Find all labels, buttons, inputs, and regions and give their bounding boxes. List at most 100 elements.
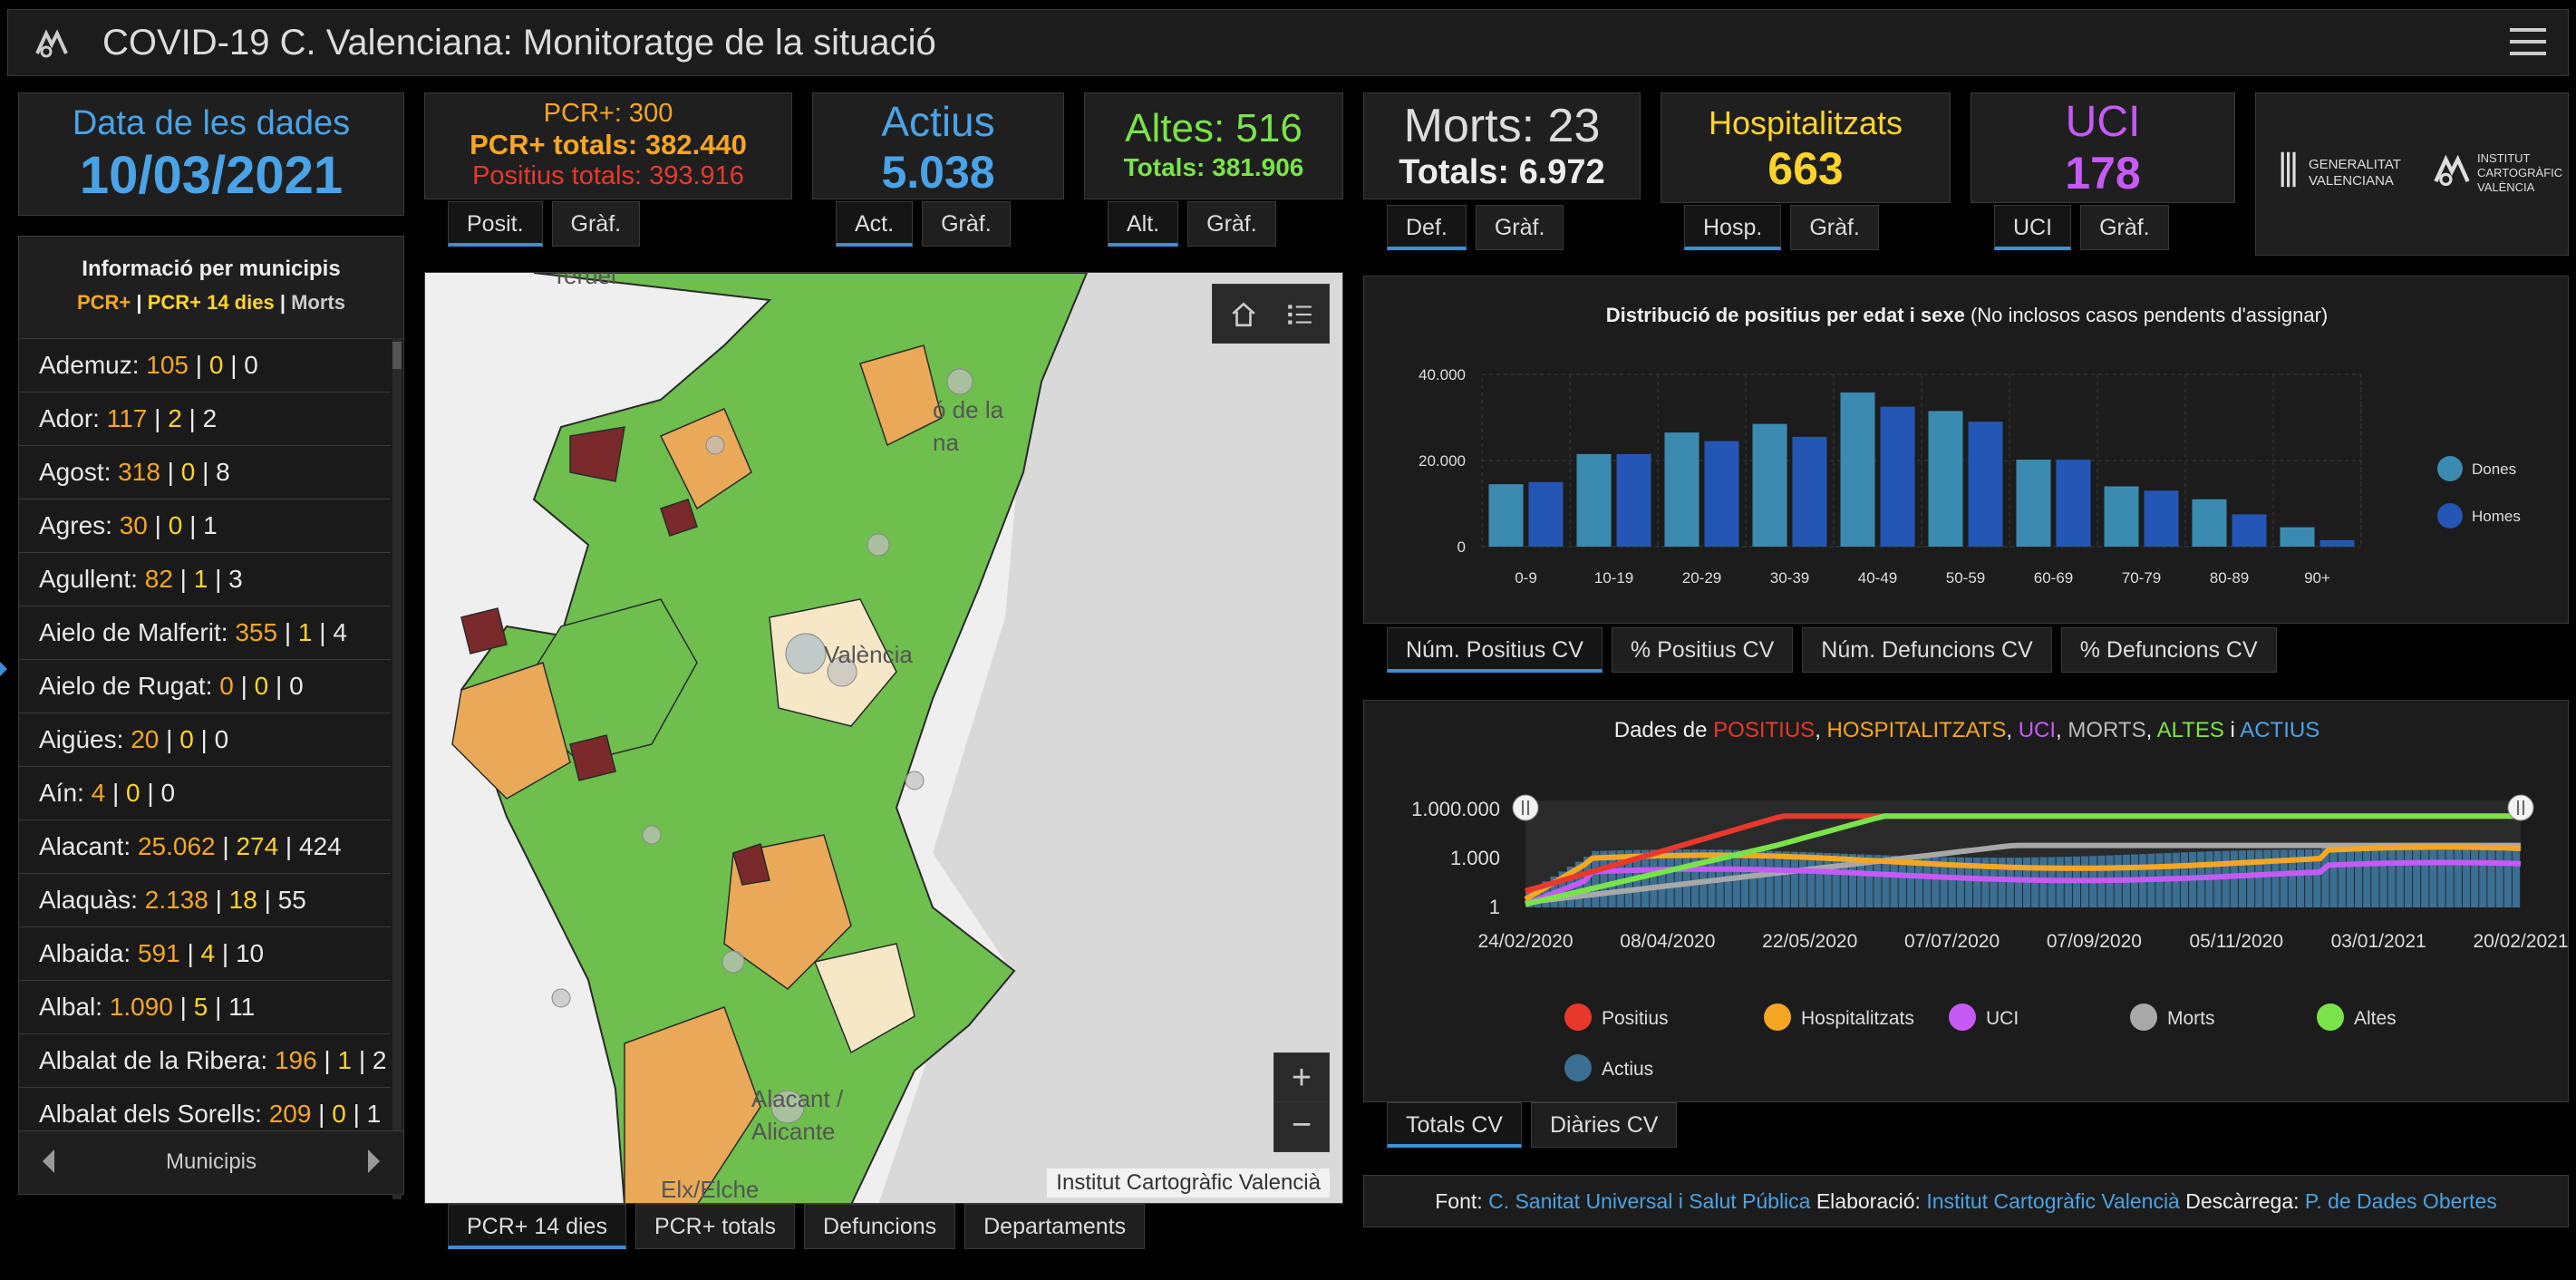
list-item[interactable]: Aín: 4 | 0 | 0: [19, 767, 391, 820]
list-item[interactable]: Agullent: 82 | 1 | 3: [19, 553, 391, 606]
list-item[interactable]: Aielo de Malferit: 355 | 1 | 4: [19, 606, 391, 660]
bar-homes-40-49[interactable]: [1880, 406, 1915, 547]
tab-posit[interactable]: Posit.: [448, 201, 543, 247]
series-line-morts[interactable]: [1525, 842, 2521, 906]
layer-list-icon[interactable]: [1285, 300, 1314, 329]
tab-totals-cv[interactable]: Totals CV: [1387, 1102, 1522, 1148]
list-item[interactable]: Aielo de Rugat: 0 | 0 | 0: [19, 660, 391, 713]
actius-bar: [2404, 844, 2413, 907]
bar-homes-0-9[interactable]: [1528, 481, 1564, 547]
map-view[interactable]: Teruel ó de la na València Alacant / Ali…: [424, 272, 1343, 1204]
elab-link[interactable]: Institut Cartogràfic Valencià: [1926, 1189, 2180, 1213]
tab-pcr14[interactable]: PCR+ 14 dies: [448, 1204, 626, 1249]
list-item[interactable]: Albal: 1.090 | 5 | 11: [19, 981, 391, 1034]
bar-dones-50-59[interactable]: [1928, 411, 1963, 547]
list-item[interactable]: Alaquàs: 2.138 | 18 | 55: [19, 874, 391, 927]
next-arrow-icon[interactable]: [368, 1149, 380, 1173]
range-end-handle[interactable]: [2507, 794, 2534, 821]
separator: |: [345, 1100, 367, 1128]
map-canvas[interactable]: Teruel ó de la na València Alacant / Ali…: [425, 273, 1343, 1204]
tab-alt[interactable]: Alt.: [1108, 201, 1179, 247]
tab-alt-graf[interactable]: Gràf.: [1187, 201, 1276, 247]
prev-arrow-icon[interactable]: [43, 1149, 54, 1173]
expand-arrow-icon[interactable]: [0, 662, 7, 676]
desc-link[interactable]: P. de Dades Obertes: [2304, 1189, 2497, 1213]
tab-pct-positius[interactable]: % Positius CV: [1611, 627, 1794, 673]
bar-dones-60-69[interactable]: [2016, 460, 2051, 547]
bar-homes-60-69[interactable]: [2056, 460, 2091, 547]
list-item[interactable]: Albalat dels Sorells: 209 | 0 | 1: [19, 1088, 391, 1132]
bar-dones-0-9[interactable]: [1488, 484, 1524, 547]
tab-hosp-graf[interactable]: Gràf.: [1790, 205, 1879, 250]
series-line-altes[interactable]: [1525, 813, 2521, 907]
bar-dones-70-79[interactable]: [2104, 486, 2139, 548]
tab-num-defuncions[interactable]: Núm. Defuncions CV: [1802, 627, 2052, 673]
legend-swatch[interactable]: [1564, 1054, 1592, 1081]
bar-homes-90+[interactable]: [2319, 539, 2355, 547]
municipality-list[interactable]: Ademuz: 105 | 0 | 0 Ador: 117 | 2 | 2 Agos…: [19, 338, 403, 1132]
tab-pcr-totals[interactable]: PCR+ totals: [634, 1204, 796, 1249]
series-line-uci[interactable]: [1524, 859, 2522, 907]
tab-pct-defuncions[interactable]: % Defuncions CV: [2060, 627, 2277, 673]
home-icon[interactable]: [1229, 300, 1258, 329]
bar-homes-50-59[interactable]: [1968, 422, 2003, 547]
pcr-value: 25.062: [137, 832, 216, 860]
actius-bar: [1816, 852, 1824, 907]
list-item[interactable]: Alacant: 25.062 | 274 | 424: [19, 820, 391, 874]
range-start-handle[interactable]: [1512, 794, 1539, 821]
tab-def-graf[interactable]: Gràf.: [1475, 205, 1564, 250]
bar-homes-20-29[interactable]: [1704, 441, 1739, 547]
tab-diaries-cv[interactable]: Diàries CV: [1530, 1102, 1678, 1148]
legend-swatch[interactable]: [1764, 1004, 1791, 1031]
bar-dones-80-89[interactable]: [2192, 499, 2227, 547]
list-item[interactable]: Ador: 117 | 2 | 2: [19, 393, 391, 446]
hamburger-menu-icon[interactable]: [2510, 28, 2546, 59]
list-item[interactable]: Ademuz: 105 | 0 | 0: [19, 339, 391, 393]
tab-hosp[interactable]: Hosp.: [1684, 205, 1782, 250]
series-line-hospitalitzats[interactable]: [1524, 844, 2522, 902]
x-tick-label: 08/04/2020: [1620, 931, 1715, 952]
tab-num-positius[interactable]: Núm. Positius CV: [1387, 627, 1603, 673]
actius-bar: [1964, 857, 1973, 907]
bar-dones-30-39[interactable]: [1752, 423, 1787, 547]
bar-homes-80-89[interactable]: [2232, 514, 2267, 547]
tab-pcr-graf[interactable]: Gràf.: [551, 201, 641, 247]
tab-def[interactable]: Def.: [1387, 205, 1467, 250]
list-item[interactable]: Aigües: 20 | 0 | 0: [19, 713, 391, 767]
municipality-name: Albalat de la Ribera:: [39, 1046, 268, 1074]
font-link[interactable]: C. Sanitat Universal i Salut Pública: [1488, 1189, 1811, 1213]
municipality-name: Ademuz:: [39, 351, 140, 379]
tab-act-graf[interactable]: Gràf.: [922, 201, 1011, 247]
bar-dones-90+[interactable]: [2280, 527, 2315, 547]
list-item[interactable]: Albalat de la Ribera: 196 | 1 | 2: [19, 1034, 391, 1088]
zoom-in-icon[interactable]: +: [1274, 1053, 1329, 1102]
list-item[interactable]: Agost: 318 | 0 | 8: [19, 446, 391, 499]
bar-homes-30-39[interactable]: [1792, 436, 1827, 547]
list-item[interactable]: Albaida: 591 | 4 | 10: [19, 927, 391, 981]
separator: |: [215, 939, 236, 967]
legend-swatch[interactable]: [1949, 1004, 1976, 1031]
legend-swatch[interactable]: [1564, 1004, 1592, 1031]
list-item[interactable]: Agres: 30 | 0 | 1: [19, 499, 391, 553]
bar-homes-10-19[interactable]: [1616, 453, 1651, 547]
pcr-totals: PCR+ totals: 382.440: [470, 129, 747, 160]
tab-uci[interactable]: UCI: [1994, 205, 2072, 250]
legend-swatch[interactable]: [2317, 1004, 2344, 1031]
actius-bar: [2329, 843, 2338, 907]
bar-dones-20-29[interactable]: [1664, 432, 1700, 547]
tab-act[interactable]: Act.: [836, 201, 914, 247]
legend-swatch[interactable]: [2130, 1004, 2157, 1031]
tab-defuncions[interactable]: Defuncions: [804, 1204, 956, 1249]
bar-homes-70-79[interactable]: [2144, 490, 2179, 547]
municipality-scrollbar[interactable]: [392, 338, 402, 1199]
zoom-out-icon[interactable]: −: [1291, 1106, 1312, 1144]
tab-uci-graf[interactable]: Gràf.: [2080, 205, 2169, 250]
bar-dones-10-19[interactable]: [1576, 453, 1612, 547]
actius-bar: [2471, 847, 2479, 907]
morts-value: 424: [299, 832, 342, 860]
municipality-name: Albalat dels Sorells:: [39, 1100, 262, 1128]
actius-bar: [1948, 857, 1956, 907]
actius-bar: [2255, 849, 2263, 907]
bar-dones-40-49[interactable]: [1840, 392, 1875, 547]
tab-departaments[interactable]: Departaments: [964, 1204, 1146, 1249]
